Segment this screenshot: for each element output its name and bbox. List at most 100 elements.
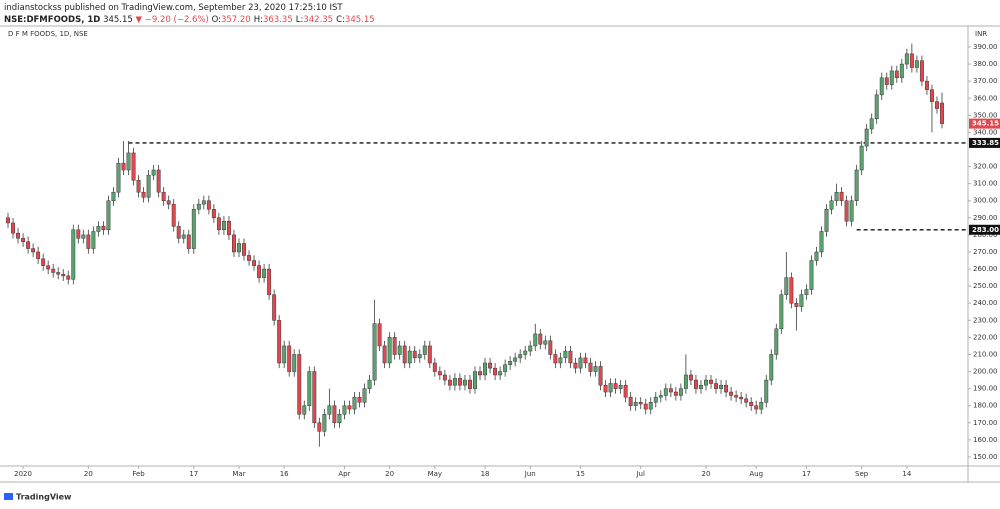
candle-body (819, 231, 824, 253)
candle (769, 349, 774, 386)
y-tick-label: 210.00 (973, 350, 998, 358)
candle (327, 388, 332, 420)
candle-body (287, 345, 292, 372)
candle (593, 361, 598, 377)
candle-body (11, 222, 15, 234)
candle (372, 299, 377, 386)
x-tick-label: Mar (232, 470, 245, 478)
candle (407, 345, 412, 369)
candle-body (81, 234, 86, 239)
candle (678, 383, 683, 401)
candle (56, 267, 61, 280)
candle-body (779, 294, 784, 330)
candle (447, 374, 452, 391)
candle-body (66, 275, 71, 280)
candle-body (247, 255, 251, 261)
change: ▼ −9.20 (−2.6%) (135, 15, 209, 25)
candle (528, 340, 533, 357)
candle-body (312, 371, 317, 424)
candle-body (171, 203, 176, 227)
candle (71, 224, 76, 285)
candle-body (257, 265, 262, 278)
candle-body (498, 371, 503, 376)
candle-body (387, 337, 392, 364)
candle-body (814, 251, 819, 261)
candle (809, 255, 814, 295)
candle-body (91, 231, 96, 249)
candle-body (588, 362, 593, 372)
candle-body (282, 345, 287, 364)
candle-body (136, 179, 141, 193)
candle-body (181, 234, 186, 239)
candle-body (462, 379, 467, 386)
candle (116, 158, 121, 198)
candle-body (583, 357, 588, 364)
candle (704, 374, 708, 391)
candle (307, 366, 312, 411)
candle (201, 195, 206, 210)
candle-body (894, 70, 899, 79)
candle (191, 204, 196, 254)
candle (121, 140, 126, 176)
candle-body (653, 396, 658, 403)
candle (292, 349, 297, 377)
candle (468, 374, 472, 394)
candle-body (553, 354, 558, 364)
candle-body (442, 374, 447, 381)
candle (462, 374, 467, 391)
candle (232, 229, 236, 258)
x-tick-label: Jun (524, 470, 536, 478)
candle-body (864, 128, 869, 147)
candle (779, 289, 784, 334)
candle-body (924, 80, 929, 90)
candle (874, 89, 879, 124)
candle (473, 366, 477, 394)
candle (693, 374, 698, 394)
candle-body (493, 367, 498, 376)
candle (633, 397, 638, 411)
candle-body (232, 234, 236, 253)
candle (36, 246, 41, 264)
candle (166, 195, 171, 210)
candle (452, 373, 457, 391)
candle-body (638, 402, 643, 405)
x-tick-label: 2020 (14, 470, 32, 478)
candle-body (392, 337, 397, 355)
candle (849, 195, 854, 227)
candle (76, 224, 81, 244)
candle (648, 397, 653, 415)
candle-body (126, 152, 131, 171)
candle-body (563, 350, 568, 359)
candle-body (663, 388, 668, 396)
candle (503, 359, 508, 377)
candle-body (111, 191, 116, 201)
candle-body (252, 260, 257, 266)
candle-body (292, 354, 297, 372)
candle (267, 263, 272, 300)
candle-body (452, 378, 457, 386)
candle (814, 246, 819, 266)
candle-body (749, 402, 754, 406)
candle-body (578, 357, 583, 369)
candle (312, 366, 317, 428)
candle (568, 345, 573, 369)
candle-body (302, 405, 307, 415)
candle-body (16, 232, 21, 239)
candle (287, 340, 292, 377)
candle (764, 374, 769, 408)
candle-body (337, 413, 342, 424)
candle-body (468, 379, 472, 389)
candle (548, 335, 553, 360)
x-tick-label: Apr (338, 470, 350, 478)
last-price-label: 345.15 (972, 120, 999, 128)
candle (824, 204, 829, 237)
candle-body (774, 328, 779, 355)
candle-body (598, 366, 603, 386)
candle (839, 187, 844, 206)
candle-body (844, 200, 849, 222)
candle (86, 229, 91, 254)
candle (61, 269, 66, 282)
candle (332, 400, 337, 428)
candle-body (267, 268, 272, 295)
candle (206, 195, 211, 215)
